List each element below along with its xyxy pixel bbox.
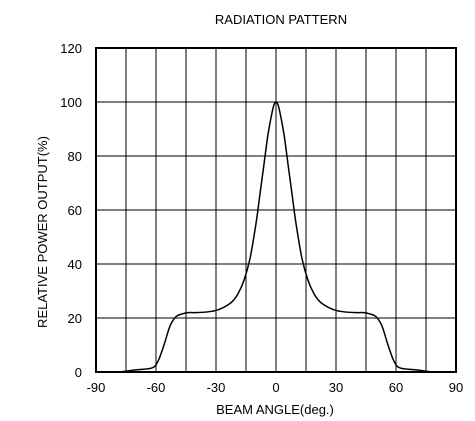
x-tick-labels: -90 -60 -30 0 30 60 90	[87, 380, 464, 395]
x-axis-title: BEAM ANGLE(deg.)	[216, 402, 334, 417]
y-tick-labels: 0 20 40 60 80 100 120	[60, 41, 82, 380]
x-tick-label: 30	[329, 380, 343, 395]
chart-title: RADIATION PATTERN	[215, 12, 347, 27]
y-axis-title: RELATIVE POWER OUTPUT(%)	[35, 136, 50, 328]
y-tick-label: 80	[68, 149, 82, 164]
series-line-radiation-pattern	[119, 101, 433, 373]
y-tick-label: 100	[60, 95, 82, 110]
x-tick-label: -30	[207, 380, 226, 395]
x-tick-label: 90	[449, 380, 463, 395]
y-tick-label: 40	[68, 257, 82, 272]
y-tick-label: 0	[75, 365, 82, 380]
y-tick-label: 120	[60, 41, 82, 56]
y-tick-label: 60	[68, 203, 82, 218]
x-tick-label: -60	[147, 380, 166, 395]
grid-lines	[95, 47, 457, 373]
plot-frame	[95, 47, 457, 373]
x-tick-label: 0	[272, 380, 279, 395]
series-layer	[119, 101, 433, 373]
x-tick-label: 60	[389, 380, 403, 395]
y-tick-label: 20	[68, 311, 82, 326]
x-tick-label: -90	[87, 380, 106, 395]
